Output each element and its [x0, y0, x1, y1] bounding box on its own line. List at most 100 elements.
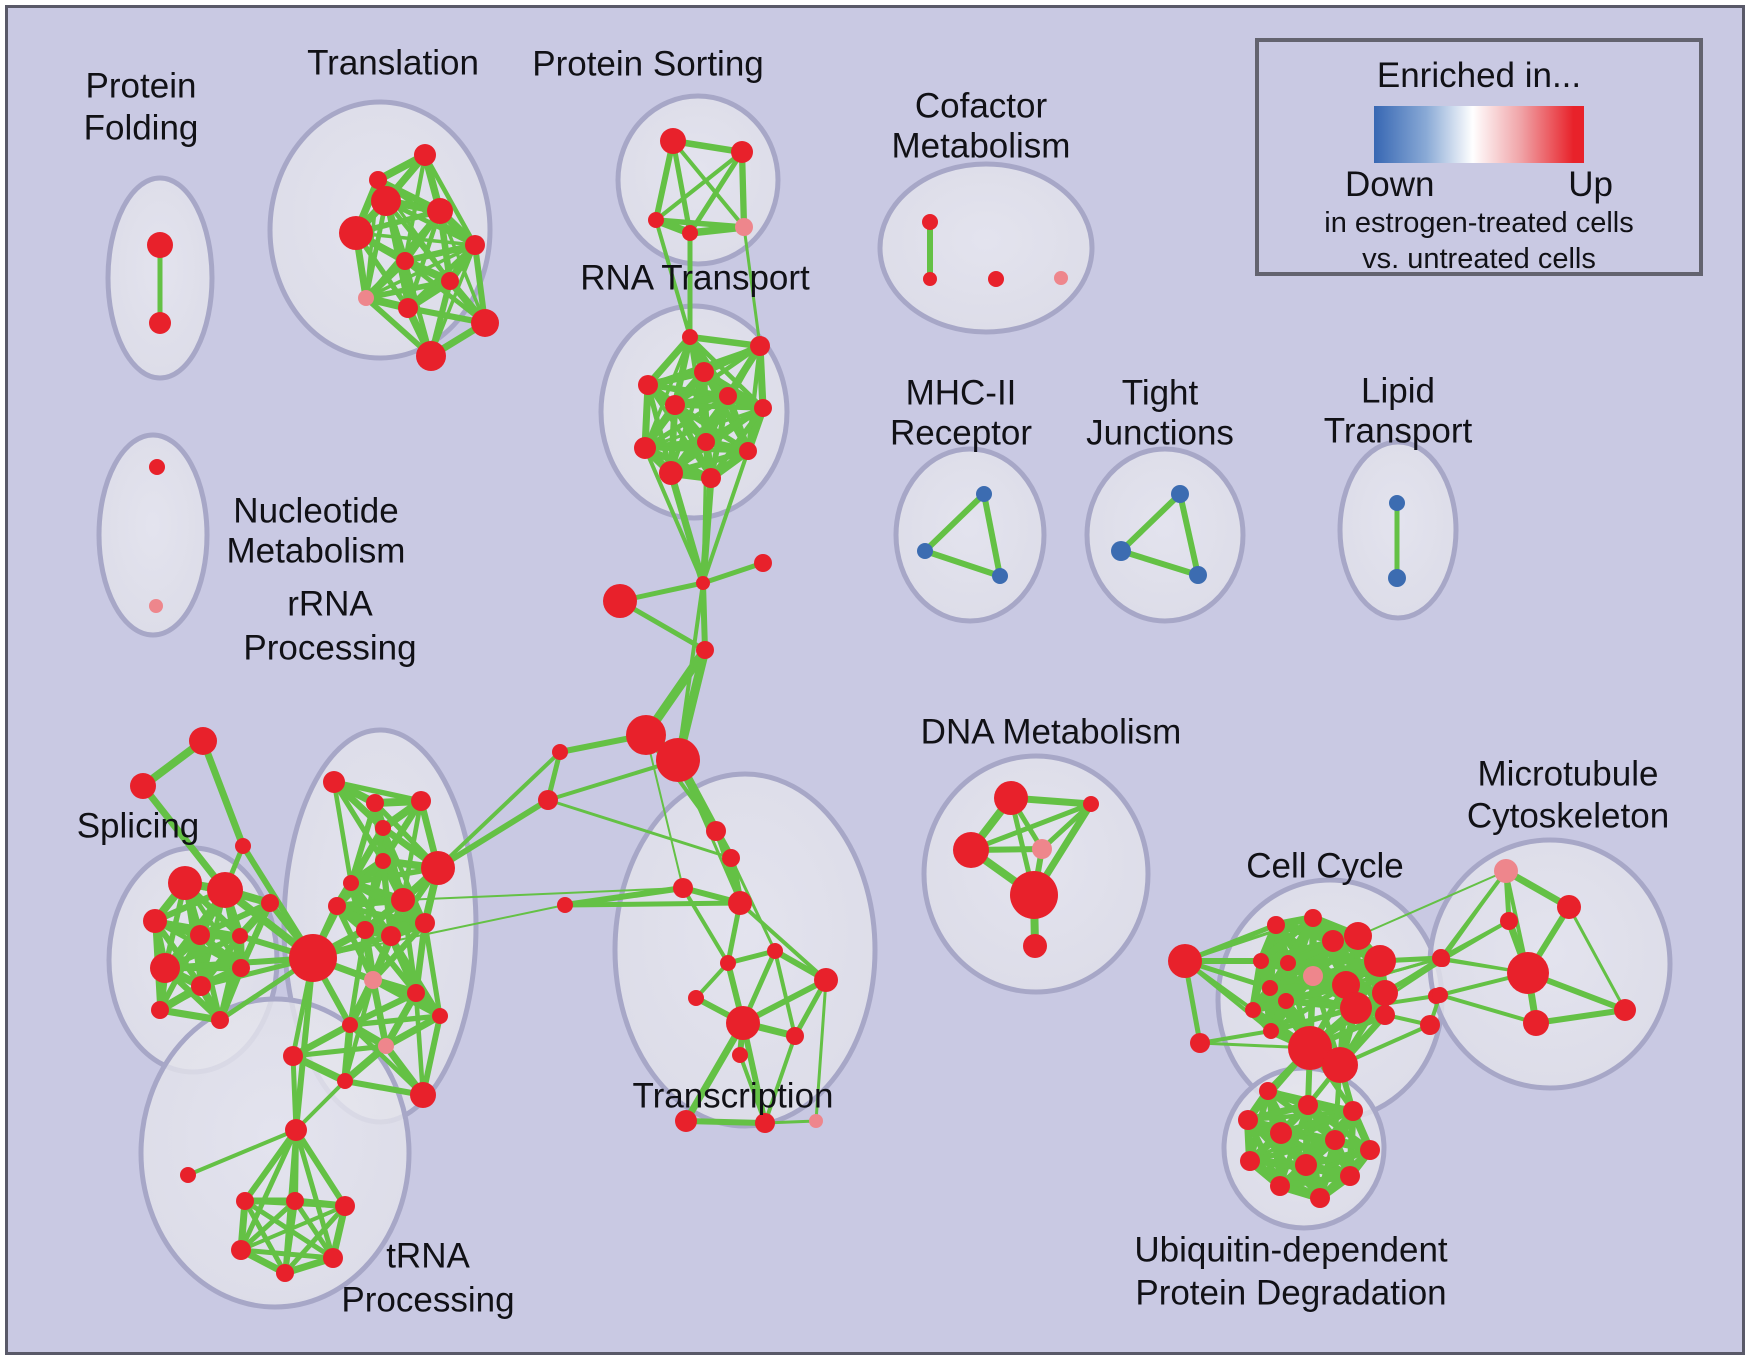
network-edge[interactable]: [401, 241, 479, 265]
network-node-transcription[interactable]: [786, 1027, 804, 1045]
network-edge[interactable]: [1247, 1137, 1338, 1164]
network-node-translation[interactable]: [358, 290, 374, 306]
network-node-protein-sorting[interactable]: [648, 212, 664, 228]
network-edge[interactable]: [293, 1127, 336, 1261]
network-node-transcription[interactable]: [809, 1114, 823, 1128]
network-node-splicing[interactable]: [261, 894, 279, 912]
network-node-microtubule-cytoskeleton[interactable]: [1507, 952, 1549, 994]
network-node-splicing[interactable]: [232, 928, 248, 944]
network-edge[interactable]: [238, 1198, 298, 1253]
network-edge[interactable]: [294, 1079, 347, 1132]
network-node-rrna-processing[interactable]: [343, 875, 359, 891]
network-node-translation[interactable]: [339, 216, 373, 250]
network-edge[interactable]: [763, 1034, 797, 1125]
network-node-transcription[interactable]: [726, 1006, 760, 1040]
network-node-splicing[interactable]: [168, 866, 202, 900]
network-node-connector[interactable]: [656, 738, 700, 782]
network-edge[interactable]: [420, 1013, 443, 1098]
network-node-rrna-processing[interactable]: [411, 791, 431, 811]
network-node-protein-folding[interactable]: [149, 312, 171, 334]
network-edge[interactable]: [290, 1053, 299, 1133]
network-node-cell-cycle[interactable]: [1304, 909, 1322, 927]
network-node-nucleotide-metabolism[interactable]: [149, 599, 163, 613]
network-edge[interactable]: [671, 333, 694, 409]
network-node-protein-sorting[interactable]: [735, 218, 753, 236]
network-node-trna-processing[interactable]: [236, 1192, 254, 1210]
network-node-dna-metabolism[interactable]: [1023, 934, 1047, 958]
network-node-splicing[interactable]: [232, 959, 250, 977]
network-node-rna-transport[interactable]: [665, 395, 685, 415]
network-node-cell-cycle[interactable]: [1267, 916, 1285, 934]
network-edge[interactable]: [422, 152, 478, 248]
network-node-rna-transport[interactable]: [682, 329, 698, 345]
network-node-microtubule-cytoskeleton[interactable]: [1436, 953, 1450, 967]
network-node-dna-metabolism[interactable]: [994, 781, 1028, 815]
network-node-trna-processing[interactable]: [335, 1196, 355, 1216]
network-node-splicing[interactable]: [211, 1011, 229, 1029]
network-edge[interactable]: [238, 1247, 336, 1261]
network-node-cofactor-metabolism[interactable]: [1054, 271, 1068, 285]
network-edge[interactable]: [683, 1118, 768, 1126]
network-node-microtubule-cytoskeleton[interactable]: [1614, 999, 1636, 1021]
network-node-transcription[interactable]: [722, 849, 740, 867]
network-edge[interactable]: [742, 225, 762, 348]
network-edge[interactable]: [968, 801, 1094, 853]
network-edge[interactable]: [1439, 919, 1511, 960]
network-edge[interactable]: [196, 899, 274, 939]
network-edge[interactable]: [546, 798, 733, 860]
network-edge[interactable]: [546, 758, 680, 802]
network-node-rrna-processing[interactable]: [375, 820, 391, 836]
network-edge[interactable]: [653, 149, 745, 223]
network-edge[interactable]: [242, 1127, 299, 1204]
network-edge[interactable]: [670, 138, 747, 230]
network-node-translation[interactable]: [471, 309, 499, 337]
network-edge[interactable]: [773, 949, 797, 1038]
network-edge[interactable]: [686, 333, 764, 350]
network-node-ubiquitin-degradation[interactable]: [1360, 1140, 1380, 1160]
network-edge[interactable]: [643, 335, 692, 450]
network-node-cell-cycle[interactable]: [1340, 992, 1372, 1024]
network-node-trna-processing[interactable]: [180, 1167, 196, 1183]
network-edge[interactable]: [676, 581, 705, 762]
network-node-transcription[interactable]: [755, 1113, 775, 1133]
network-node-cell-cycle[interactable]: [1332, 971, 1360, 999]
network-edge[interactable]: [643, 446, 705, 585]
network-edge[interactable]: [293, 955, 316, 1133]
network-node-connector[interactable]: [552, 744, 568, 760]
network-node-cell-cycle[interactable]: [1303, 966, 1323, 986]
network-node-ubiquitin-degradation[interactable]: [1325, 1130, 1345, 1150]
network-edge[interactable]: [740, 1020, 768, 1126]
network-node-dna-metabolism[interactable]: [1083, 796, 1099, 812]
network-node-rna-transport[interactable]: [739, 442, 757, 460]
network-node-transcription[interactable]: [767, 943, 783, 959]
network-node-translation[interactable]: [465, 235, 485, 255]
network-node-connector[interactable]: [235, 838, 251, 854]
network-node-trna-processing[interactable]: [323, 1248, 343, 1268]
network-node-nucleotide-metabolism[interactable]: [149, 459, 165, 475]
network-edge[interactable]: [290, 1043, 389, 1059]
network-node-splicing[interactable]: [190, 925, 210, 945]
network-edge[interactable]: [237, 899, 274, 972]
network-node-microtubule-cytoskeleton[interactable]: [1557, 895, 1581, 919]
network-node-ubiquitin-degradation[interactable]: [1259, 1082, 1277, 1100]
network-node-cell-cycle[interactable]: [1253, 953, 1269, 969]
network-node-ubiquitin-degradation[interactable]: [1295, 1154, 1317, 1176]
network-edge[interactable]: [653, 138, 676, 223]
network-edge[interactable]: [341, 1042, 390, 1085]
network-edge[interactable]: [1268, 982, 1349, 1034]
network-node-cell-cycle[interactable]: [1322, 1047, 1358, 1083]
network-edge[interactable]: [1439, 869, 1508, 960]
network-node-rna-transport[interactable]: [719, 387, 737, 405]
network-node-transcription[interactable]: [688, 990, 704, 1006]
network-node-ubiquitin-degradation[interactable]: [1270, 1176, 1290, 1196]
network-node-protein-folding[interactable]: [147, 232, 173, 258]
network-node-transcription[interactable]: [720, 955, 736, 971]
network-node-rrna-processing[interactable]: [421, 851, 455, 885]
network-node-cell-cycle[interactable]: [1372, 980, 1398, 1006]
network-node-connector[interactable]: [538, 790, 558, 810]
network-node-splicing[interactable]: [150, 953, 180, 983]
network-edge[interactable]: [199, 737, 247, 850]
network-edge[interactable]: [682, 1019, 747, 1125]
network-node-rrna-processing[interactable]: [366, 794, 384, 812]
network-node-rrna-processing[interactable]: [342, 1017, 358, 1033]
